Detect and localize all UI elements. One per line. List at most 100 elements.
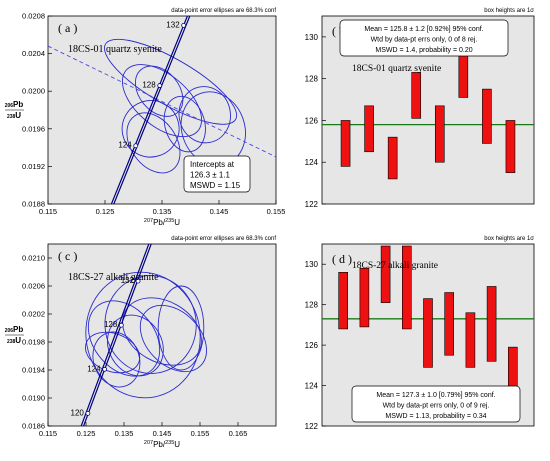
y-tick-label: 130 [305,33,319,42]
y-tick-label: 122 [305,422,319,431]
error-ellipse [87,300,161,377]
y-tick-label: 0.0192 [22,162,45,171]
x-axis-el: Pb/ [153,440,166,449]
x-tick-label: 0.165 [229,429,248,438]
panel-label: ( a ) [58,21,77,35]
x-axis-label: 207Pb/235U [144,218,180,227]
x-tick-label: 0.125 [77,429,96,438]
panel-label: ( d ) [332,252,352,266]
age-tick [133,143,139,149]
age-label: 124 [118,141,132,150]
x-tick-label: 0.145 [210,207,229,216]
y-axis-sup2: 238 [7,114,16,120]
error-ellipse [157,285,205,371]
age-box [340,120,351,167]
stats-line: Wtd by data-pt errs only, 0 of 8 rej. [371,37,478,44]
age-tick [157,83,163,88]
stats-line: MSWD = 1.13, probability = 0.34 [385,413,486,420]
age-box [359,267,370,328]
error-ellipse [163,95,206,153]
intercept-line: 126.3 ± 1.1 [190,171,231,180]
intercept-line: Intercepts at [190,160,235,169]
stats-box [339,19,509,57]
error-ellipse [92,331,141,388]
x-tick-label: 0.115 [39,429,57,438]
figure-note: box heights are 1σ [484,8,534,14]
stats-box [351,385,521,423]
age-tick [102,366,108,372]
x-tick-label: 0.125 [96,207,115,216]
y-tick-label: 0.0200 [22,87,45,96]
x-tick-label: 0.115 [39,207,57,216]
age-label: 120 [71,408,85,417]
age-box [444,292,455,356]
y-tick-label: 128 [305,75,319,84]
y-axis-el2: U [15,336,21,345]
error-ellipse [178,86,231,144]
y-tick-label: 0.0186 [22,422,45,431]
sample-label: 18CS-01 quartz syenite [68,44,162,55]
age-label: 132 [166,20,180,29]
error-ellipse [134,65,184,117]
concordia-curve [110,16,189,204]
panel-4: box heights are 1σ 122 124 126 128 130 ( d ) 18… [305,236,535,431]
x-axis-sup2: 235 [165,440,174,446]
age-tick [118,322,124,328]
x-axis-sup: 207 [144,440,153,446]
y-axis-label-den: 238U [7,111,21,120]
y-axis-sup2: 238 [7,339,16,345]
x-axis-sup: 207 [144,218,153,224]
age-box [486,286,497,362]
y-tick-label: 0.0202 [22,310,45,319]
age-tick [181,22,187,28]
age-label: 128 [104,320,118,329]
error-ellipse [103,38,238,125]
age-label: 124 [87,364,101,373]
concordia-curve [82,244,152,426]
y-tick-label: 126 [305,341,319,350]
error-ellipse [104,275,197,374]
age-box [411,72,422,119]
age-box [364,105,374,153]
x-axis-el2: U [174,440,180,449]
age-box [380,245,391,303]
y-tick-label: 130 [305,260,319,269]
sample-label: 18CS-27 alkali granite [352,261,438,271]
y-tick-label: 124 [305,158,319,167]
y-axis-sup: 206 [5,103,14,109]
age-tick [135,278,141,284]
x-tick-label: 0.155 [191,429,210,438]
error-ellipse [107,314,164,377]
y-tick-label: 0.0210 [22,254,45,263]
y-axis-label-den: 238U [7,336,21,345]
error-ellipse [126,112,181,174]
y-tick-label: 0.0198 [22,338,45,347]
y-axis-label-num: 206Pb [5,100,24,109]
y-axis-sup: 206 [5,328,14,334]
error-ellipse [121,100,180,158]
age-box [434,105,445,163]
age-tick [85,410,91,416]
stats-line: MSWD = 1.4, probability = 0.20 [375,47,472,54]
sample-label: 18CS-27 alkali granite [68,272,159,283]
stats-line: Mean = 125.8 ± 1.2 [0.92%] 95% conf. [364,26,483,33]
age-box [387,136,398,180]
concordia-curve [80,244,150,426]
x-tick-label: 0.155 [267,207,286,216]
y-axis-el: Pb [13,100,23,109]
panel-label: ( c ) [58,249,77,263]
plot-content [48,16,276,204]
age-box [458,49,469,98]
concordia-curve [113,16,191,204]
x-axis-el: Pb/ [153,218,166,227]
y-axis-el: Pb [13,325,23,334]
x-tick-label: 0.135 [153,207,172,216]
sample-label: 18CS-01 quartz syenite [352,64,441,74]
y-tick-label: 0.0188 [22,200,45,209]
stats-line: Wtd by data-pt errs only, 0 of 9 rej. [383,403,490,410]
plot-content [80,244,207,426]
age-box [423,298,433,368]
figure-note: box heights are 1σ [484,236,534,242]
